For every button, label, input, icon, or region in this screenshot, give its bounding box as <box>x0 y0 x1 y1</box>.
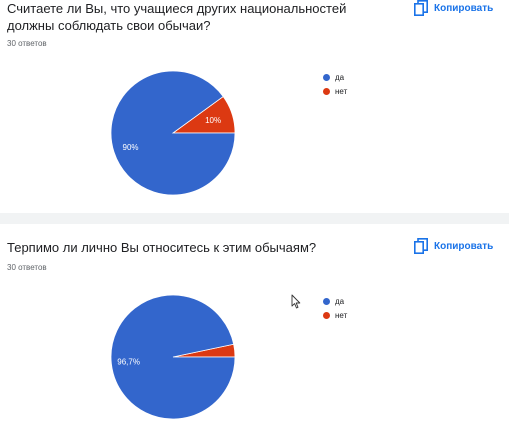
chart-legend: да нет <box>323 294 347 322</box>
legend-label: да <box>335 296 345 306</box>
response-count: 30 ответов <box>7 39 47 48</box>
legend-label: да <box>335 72 345 82</box>
legend-swatch <box>323 297 330 305</box>
legend-swatch <box>323 311 330 319</box>
chart-legend: да нет <box>323 70 347 98</box>
question-title: Считаете ли Вы, что учащиеся других наци… <box>7 1 347 33</box>
copy-icon <box>414 238 428 254</box>
legend-item: нет <box>323 308 347 322</box>
copy-button[interactable]: Копировать <box>414 0 493 16</box>
copy-button-label: Копировать <box>434 2 494 14</box>
legend-item: да <box>323 70 347 84</box>
legend-swatch <box>323 73 330 81</box>
pie-chart: 96,7% <box>110 294 236 420</box>
copy-icon <box>414 0 428 16</box>
slice-label: 90% <box>123 143 139 152</box>
legend-swatch <box>323 87 330 95</box>
pie-slice-да <box>110 294 236 420</box>
pie-chart: 10% 90% <box>110 70 236 196</box>
slice-label: 96,7% <box>117 358 140 367</box>
pie-slice-да <box>110 70 236 196</box>
legend-label: нет <box>335 310 348 320</box>
slice-label: 10% <box>205 116 221 125</box>
copy-button[interactable]: Копировать <box>414 238 493 254</box>
response-count: 30 ответов <box>7 263 47 272</box>
question-title: Терпимо ли лично Вы относитесь к этим об… <box>7 240 317 255</box>
mouse-cursor-icon <box>291 294 301 309</box>
question-card-1: Считаете ли Вы, что учащиеся других наци… <box>0 0 509 213</box>
legend-label: нет <box>335 86 348 96</box>
question-card-2: Терпимо ли лично Вы относитесь к этим об… <box>0 224 509 438</box>
copy-button-label: Копировать <box>434 240 494 252</box>
legend-item: нет <box>323 84 347 98</box>
legend-item: да <box>323 294 347 308</box>
